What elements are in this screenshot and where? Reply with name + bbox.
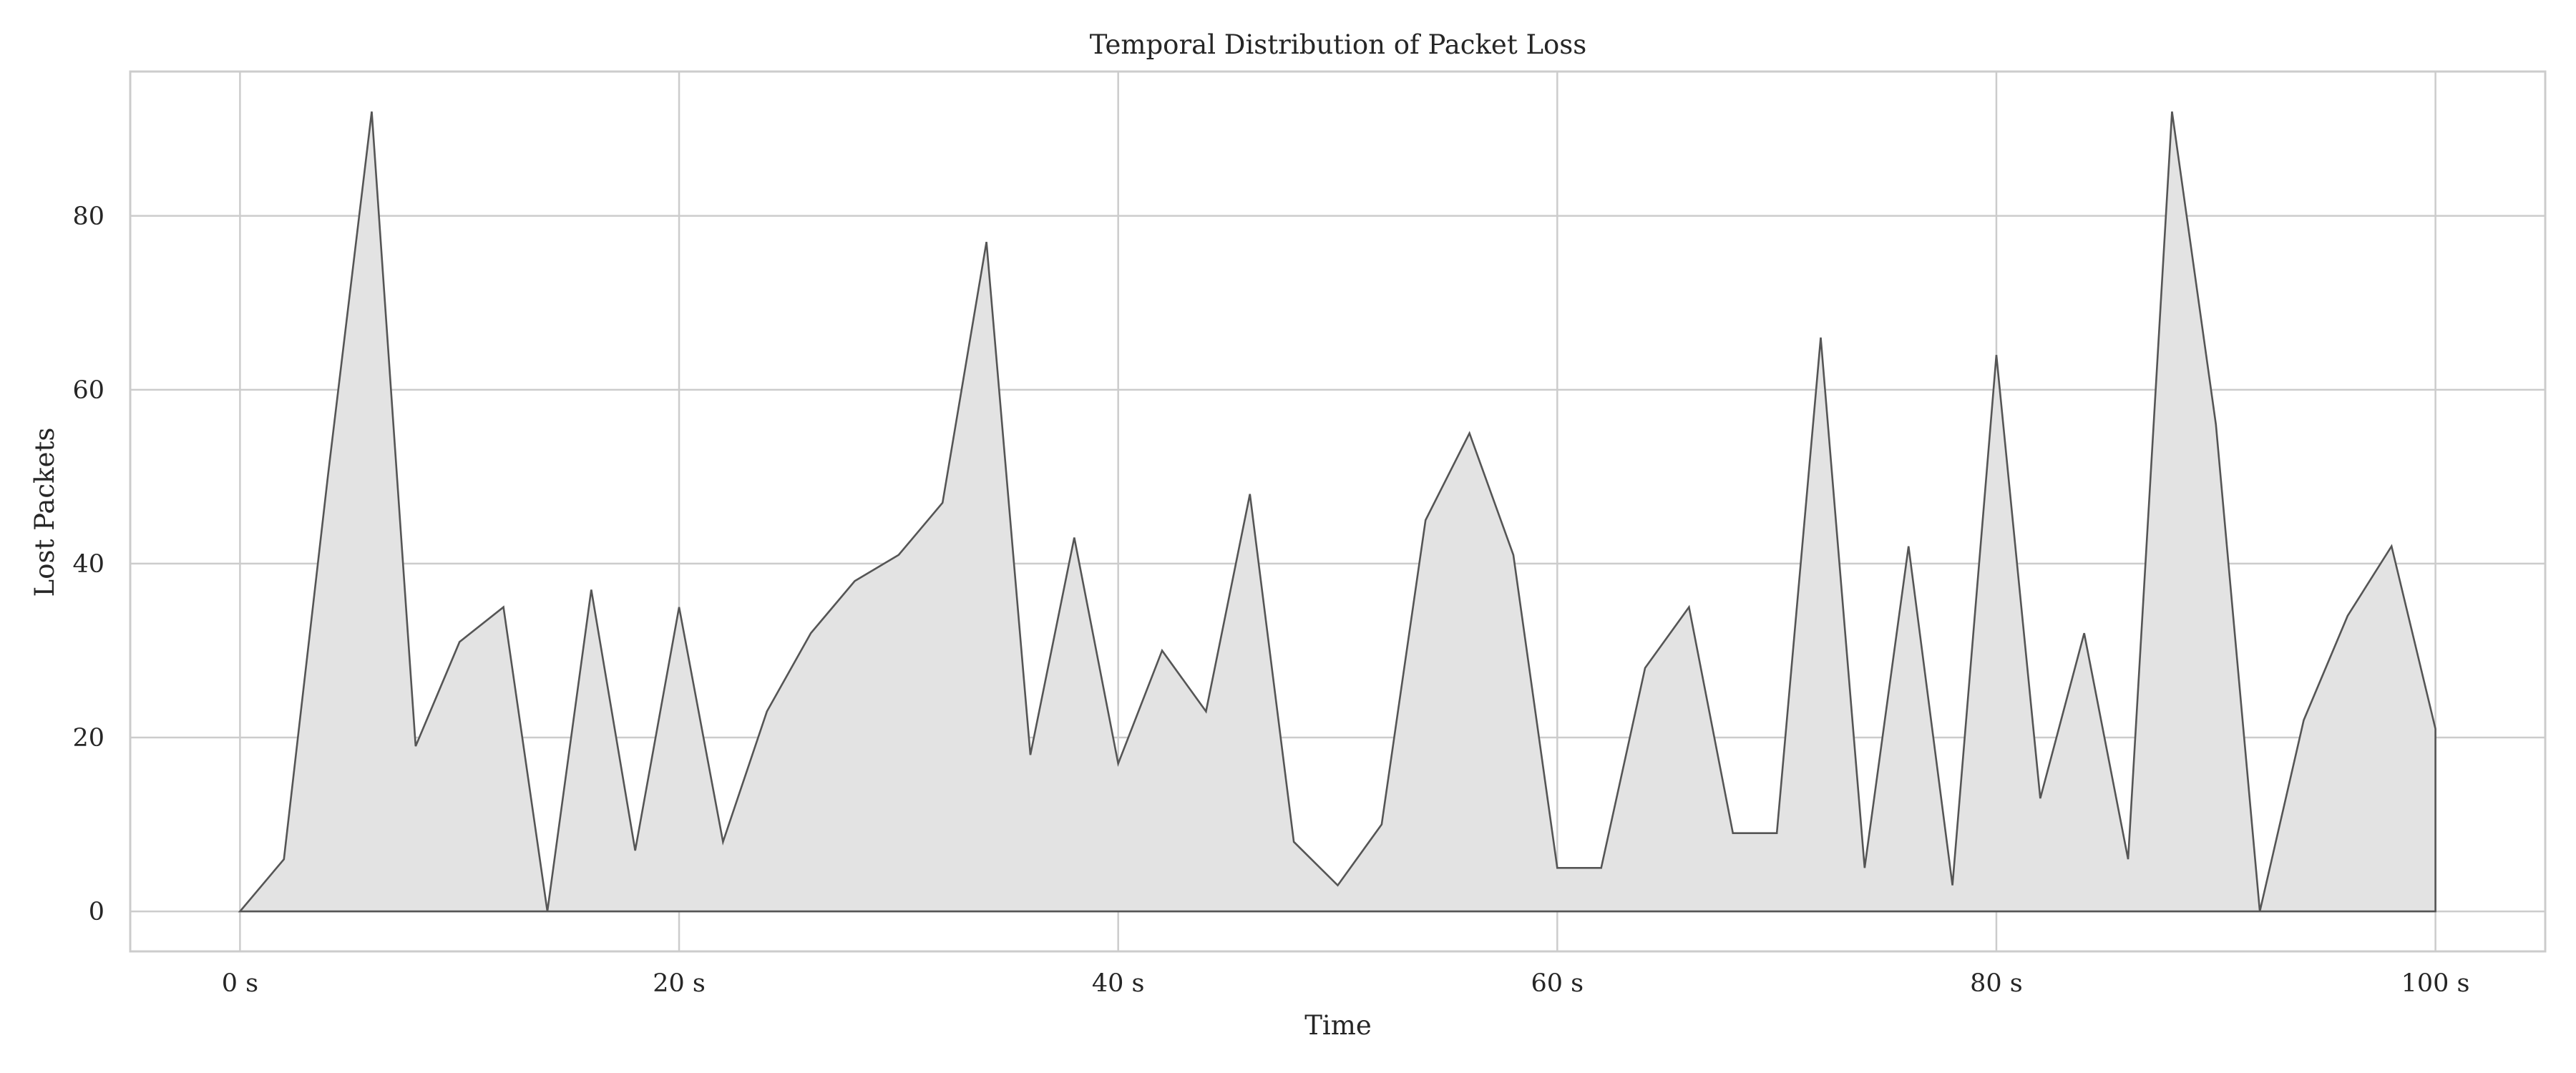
x-tick-label-4: 80 s: [1970, 969, 2023, 998]
y-tick-label-3: 60: [72, 376, 104, 405]
chart-title: Temporal Distribution of Packet Loss: [1090, 29, 1587, 60]
x-tick-label-2: 40 s: [1092, 969, 1145, 998]
y-axis-ticks: 0 20 40 60 80: [72, 202, 104, 926]
x-tick-label-1: 20 s: [653, 969, 706, 998]
y-axis-label: Lost Packets: [29, 428, 60, 597]
x-axis-label: Time: [1304, 1010, 1372, 1041]
x-tick-label-0: 0 s: [222, 969, 258, 998]
series-area-fill: [240, 111, 2436, 912]
series-line-group: [238, 111, 2436, 913]
series-area: [240, 111, 2436, 912]
x-axis-ticks: 0 s 20 s 40 s 60 s 80 s 100 s: [222, 969, 2470, 998]
x-tick-label-3: 60 s: [1531, 969, 1584, 998]
plot-frame: [129, 70, 2547, 953]
y-tick-label-1: 20: [72, 724, 104, 753]
series-line: [238, 111, 2436, 913]
y-tick-label-0: 0: [89, 898, 104, 926]
y-tick-label-4: 80: [72, 202, 104, 231]
y-tick-label-2: 40: [72, 550, 104, 579]
x-tick-label-5: 100 s: [2401, 969, 2470, 998]
